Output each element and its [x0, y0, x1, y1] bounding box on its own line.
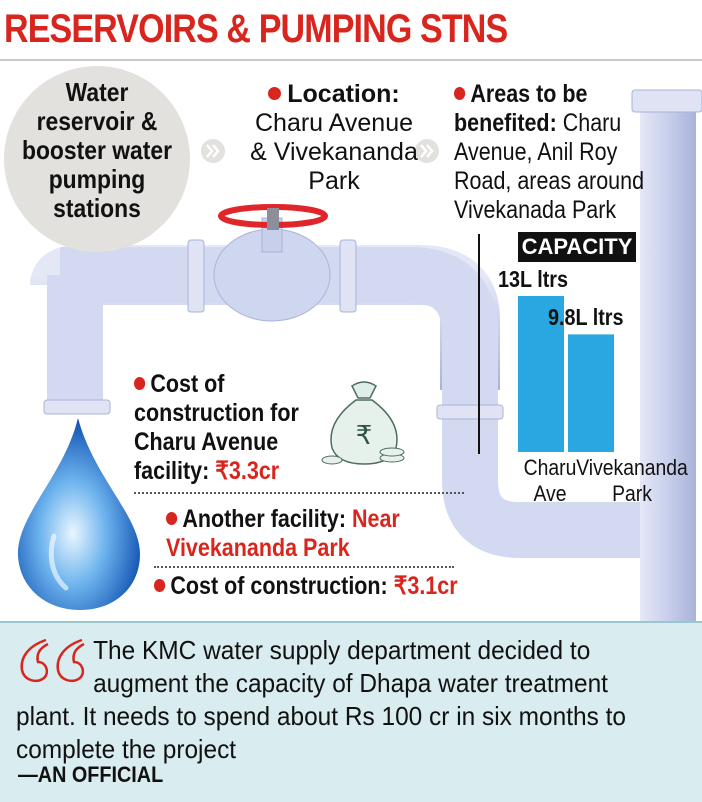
quote-line: complete the project	[16, 734, 237, 764]
intro-line: stations	[53, 193, 141, 223]
cost-charu-line: construction for	[134, 399, 299, 427]
quote-line: augment the capacity of Dhapa water trea…	[93, 668, 608, 698]
bar-category-line: Ave	[533, 481, 567, 506]
areas-line: Vivekanada Park	[454, 196, 617, 224]
cost-charu-value: ₹3.3cr	[215, 457, 280, 485]
areas-line: Avenue, Anil Roy	[454, 138, 618, 166]
areas-block: Areas to be benefited: Charu Avenue, Ani…	[454, 80, 669, 225]
svg-text:₹: ₹	[356, 421, 373, 451]
intro-line: booster water	[21, 135, 173, 165]
rupee-money-bag-icon: ₹	[321, 381, 405, 465]
capacity-bar	[568, 334, 614, 452]
bar-category-line: Charu	[523, 455, 577, 480]
location-line: & Vivekananda	[250, 138, 418, 166]
intro-line: Water	[65, 77, 129, 107]
quote-box	[0, 621, 702, 802]
cost-charu-block: Cost of construction for Charu Avenue fa…	[134, 370, 306, 486]
intro-bubble-text: Water reservoir & booster water pumping …	[15, 78, 179, 223]
bullet-dot	[166, 512, 178, 525]
cost-charu-line: Cost of	[150, 370, 225, 398]
cost-other-label: Cost of construction:	[170, 572, 388, 600]
quote-line: The KMC water supply department decided …	[93, 635, 591, 665]
bar-value-label: 9.8L ltrs	[548, 304, 624, 331]
chevron-right-icon	[415, 139, 439, 163]
areas-line: Charu	[562, 109, 622, 137]
bullet-dot	[134, 377, 146, 390]
intro-line: pumping	[48, 164, 146, 194]
areas-label: Areas to be	[470, 80, 588, 108]
areas-line: Road, areas around	[454, 167, 645, 195]
chevron-right-icon	[201, 139, 225, 163]
dotted-divider	[134, 492, 464, 494]
bar-category-line: Vivekananda	[576, 455, 688, 480]
quote-line: plant. It needs to spend about Rs 100 cr…	[16, 701, 627, 731]
areas-label: benefited:	[454, 109, 557, 137]
areas-heading: Areas to be	[454, 80, 669, 109]
valve-wheel-icon	[218, 204, 328, 230]
another-facility-label: Another facility:	[182, 505, 346, 533]
another-facility-value: Vivekananda Park	[166, 534, 350, 562]
pipe-illustration	[30, 89, 702, 621]
bullet-dot	[268, 87, 282, 100]
bar-category-line: Park	[612, 481, 652, 506]
quote-attribution: —AN OFFICIAL	[18, 762, 164, 787]
quote-text: The KMC water supply department decided …	[16, 634, 655, 766]
dotted-divider	[154, 566, 454, 568]
capacity-bar	[518, 296, 564, 452]
chart-title: CAPACITY	[518, 232, 636, 262]
location-label: Location:	[287, 80, 400, 108]
another-facility-block: Another facility: Near Vivekananda Park	[166, 505, 424, 563]
intro-line: reservoir &	[36, 106, 158, 136]
cost-charu-line: facility:	[134, 457, 210, 485]
location-line: Park	[308, 167, 360, 195]
bullet-dot	[454, 87, 466, 100]
page-title: RESERVOIRS & PUMPING STNS	[4, 7, 508, 51]
bar-category-label: Vivekananda Park	[570, 455, 693, 507]
cost-charu-line: Charu Avenue	[134, 428, 279, 456]
bullet-dot	[154, 579, 166, 592]
another-facility-value: Near	[351, 505, 400, 533]
location-heading: Location:	[244, 80, 424, 109]
cost-other-value: ₹3.1cr	[393, 572, 458, 600]
quotation-mark-icon	[20, 638, 85, 682]
intro-bubble	[4, 66, 190, 252]
bar-value-label: 13L ltrs	[498, 266, 569, 292]
water-drop-icon	[17, 418, 140, 610]
capacity-chart	[478, 234, 614, 454]
bar-category-label: Charu Ave	[517, 455, 584, 507]
location-line: Charu Avenue	[255, 109, 413, 137]
location-block: Location: Charu Avenue & Vivekananda Par…	[244, 80, 424, 196]
cost-other-block: Cost of construction: ₹3.1cr	[154, 572, 464, 601]
